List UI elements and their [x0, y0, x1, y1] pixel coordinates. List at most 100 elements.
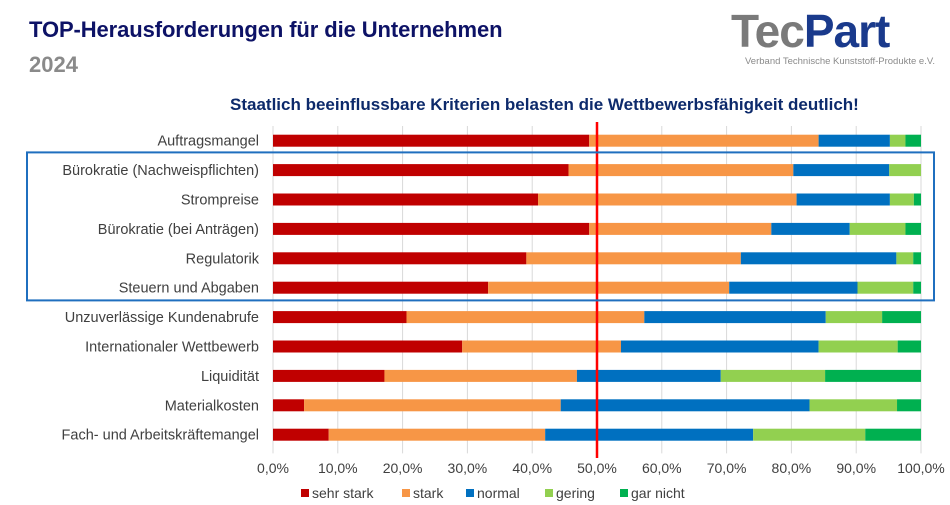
bar-segment-sehr-stark [273, 164, 569, 177]
legend-label: gering [556, 485, 595, 501]
x-tick-label: 40,0% [512, 460, 552, 476]
bar-segment-normal [796, 193, 890, 206]
year-label: 2024 [29, 52, 78, 77]
category-label: Regulatorik [186, 251, 260, 267]
legend-label: stark [413, 485, 444, 501]
x-tick-label: 0,0% [257, 460, 289, 476]
bar-segment-stark [589, 134, 819, 147]
legend-swatch-gering [545, 489, 553, 497]
bar-segment-sehr-stark [273, 369, 385, 382]
bar-segment-stark [526, 252, 741, 265]
bar-segment-gar-nicht [913, 252, 921, 265]
x-tick-label: 60,0% [642, 460, 682, 476]
bar-segment-gar-nicht [905, 222, 921, 235]
x-tick-label: 90,0% [836, 460, 876, 476]
bar-segment-stark [462, 340, 621, 353]
bar-segment-sehr-stark [273, 193, 539, 206]
bar-segment-gering [849, 222, 906, 235]
x-tick-label: 10,0% [318, 460, 358, 476]
x-tick-label: 50,0% [577, 460, 617, 476]
bar-segment-sehr-stark [273, 222, 590, 235]
category-label: Bürokratie (bei Anträgen) [98, 222, 259, 238]
bar-segment-normal [818, 134, 890, 147]
bar-segment-sehr-stark [273, 399, 305, 412]
bar-segment-normal [740, 252, 897, 265]
bar-segment-stark [589, 222, 772, 235]
bar-segment-normal [644, 311, 826, 324]
bar-segment-gering [857, 281, 914, 294]
x-tick-labels: 0,0% 10,0% 20,0% 30,0% 40,0% 50,0% 60,0% 70,0% 8… [257, 460, 945, 476]
category-label: Unzuverlässige Kundenabrufe [65, 310, 259, 326]
bar-segment-sehr-stark [273, 281, 489, 294]
logo-part: Part [803, 5, 890, 57]
legend-swatch-sehr-stark [301, 489, 309, 497]
highlight-box [26, 151, 935, 302]
bar-segment-sehr-stark [273, 252, 527, 265]
category-labels: Auftragsmangel Bürokratie (Nachweispflich… [62, 134, 260, 444]
page-title: TOP-Herausforderungen für die Unternehme… [29, 17, 503, 42]
category-label: Fach- und Arbeitskräftemangel [62, 428, 259, 444]
bar-segment-gar-nicht [897, 399, 921, 412]
bar-segment-gering [720, 369, 826, 382]
legend-label: gar nicht [631, 485, 685, 501]
category-label: Liquidität [201, 369, 259, 385]
legend-label: sehr stark [312, 485, 374, 501]
bar-segment-gering [825, 311, 883, 324]
bar-segment-gering [889, 193, 914, 206]
bar-segment-gering [896, 252, 914, 265]
bar-segment-sehr-stark [273, 311, 407, 324]
bar-segment-gar-nicht [897, 340, 921, 353]
bar-segment-normal [560, 399, 810, 412]
bar-segment-gar-nicht [913, 193, 921, 206]
bar-segment-sehr-stark [273, 428, 329, 441]
bar-segment-gering [809, 399, 898, 412]
bar-segment-stark [384, 369, 577, 382]
logo-tec: Tec [731, 5, 805, 57]
bar-segment-sehr-stark [273, 340, 463, 353]
bar-segment-gering [818, 340, 898, 353]
bar-segment-stark [538, 193, 797, 206]
bar-segment-gar-nicht [905, 134, 921, 147]
category-label: Strompreise [181, 193, 259, 209]
x-tick-label: 70,0% [707, 460, 747, 476]
bar-segment-normal [793, 164, 890, 177]
bar-segment-gering [889, 134, 906, 147]
logo-tagline: Verband Technische Kunststoff-Produkte e… [745, 56, 935, 67]
category-label: Internationaler Wettbewerb [85, 340, 259, 356]
bar-segment-normal [729, 281, 858, 294]
category-label: Materialkosten [165, 398, 259, 414]
x-tick-label: 80,0% [772, 460, 812, 476]
bar-segment-stark [406, 311, 645, 324]
legend-label: normal [477, 485, 520, 501]
category-label: Bürokratie (Nachweispflichten) [62, 163, 259, 179]
bar-segment-stark [304, 399, 561, 412]
x-tick-label: 100,0% [897, 460, 944, 476]
tecpart-logo: TecPart Verband Technische Kunststoff-Pr… [731, 8, 935, 72]
bar-segment-gering [753, 428, 866, 441]
legend: sehr stark stark normal gering gar nicht [301, 485, 685, 501]
x-tick-label: 30,0% [448, 460, 488, 476]
highlight-box-group [26, 151, 935, 302]
bar-segment-gar-nicht [825, 369, 921, 382]
legend-swatch-normal [466, 489, 474, 497]
bar-segment-normal [620, 340, 819, 353]
chart-subtitle: Staatlich beeinflussbare Kriterien belas… [230, 95, 859, 114]
category-label: Steuern und Abgaben [119, 281, 259, 297]
bar-segment-sehr-stark [273, 134, 590, 147]
logo-wordmark: TecPart [731, 5, 890, 57]
bar-segment-normal [545, 428, 754, 441]
bar-segment-stark [488, 281, 730, 294]
bar-segment-normal [576, 369, 721, 382]
legend-swatch-gar-nicht [620, 489, 628, 497]
bar-segment-gar-nicht [913, 281, 921, 294]
bar-segment-gering [889, 164, 921, 177]
bar-segment-stark [568, 164, 794, 177]
legend-swatch-stark [402, 489, 410, 497]
bar-segment-gar-nicht [882, 311, 921, 324]
bar-segment-stark [328, 428, 546, 441]
x-tick-label: 20,0% [383, 460, 423, 476]
bar-segment-normal [771, 222, 850, 235]
bars [273, 134, 921, 441]
category-label: Auftragsmangel [157, 134, 259, 150]
